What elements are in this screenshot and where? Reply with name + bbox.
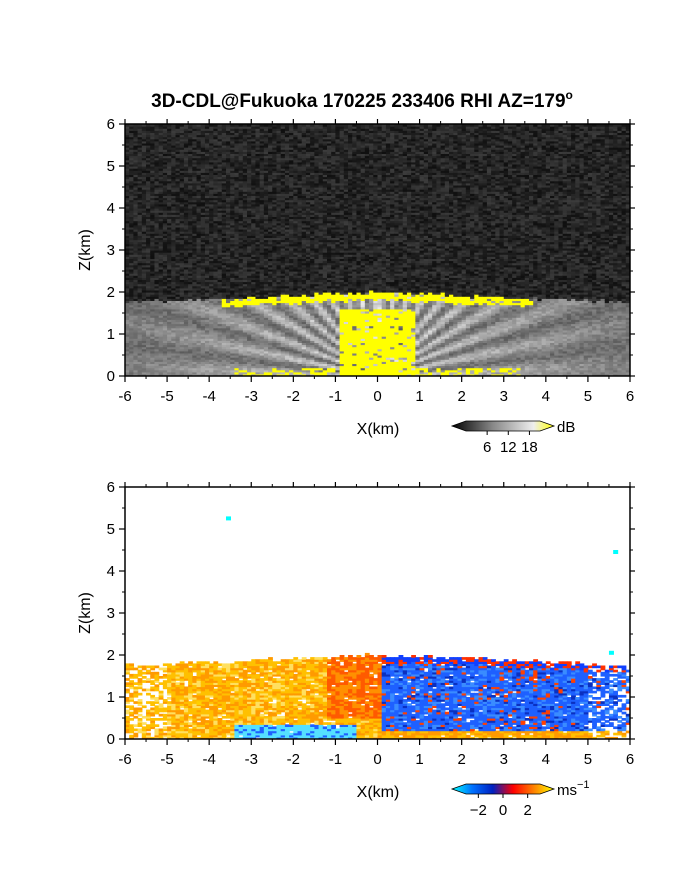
y-tick-label: 0 [107, 368, 115, 385]
y-tick-label: 4 [107, 200, 115, 217]
x-tick-label: 6 [626, 388, 634, 405]
colorbar-tick-label: 0 [499, 802, 507, 819]
colorbar-tick-label: 6 [483, 439, 491, 456]
y-tick-label: 3 [107, 242, 115, 259]
x-tick-label: -3 [245, 388, 258, 405]
colorbar-ticks: −2 0 2 [470, 794, 532, 819]
y-tick-label: 1 [107, 689, 115, 706]
colorbar-ticks: 6 12 18 [483, 431, 538, 456]
velocity-panel: -6 -5 -4 -3 -2 -1 0 1 2 3 4 5 6 0 1 2 3 4 5 6 X(km) Z(km) −… [77, 479, 635, 819]
x-tick-label: 2 [457, 751, 465, 768]
colorbar-unit: ms−1 [557, 779, 590, 799]
y-axis-label: Z(km) [77, 229, 94, 271]
x-tick-label: 5 [584, 388, 592, 405]
x-tick-label: 4 [542, 388, 550, 405]
axis-ticks: -6 -5 -4 -3 -2 -1 0 1 2 3 4 5 6 0 1 2 3 4 5 6 [107, 479, 635, 768]
y-tick-label: 3 [107, 605, 115, 622]
x-tick-label: -1 [329, 388, 342, 405]
y-tick-label: 5 [107, 158, 115, 175]
y-tick-label: 2 [107, 647, 115, 664]
y-tick-label: 5 [107, 521, 115, 538]
x-tick-label: -4 [202, 388, 215, 405]
y-tick-label: 0 [107, 731, 115, 748]
y-axis-label: Z(km) [77, 592, 94, 634]
velocity-colorbar: −2 0 2 ms−1 [450, 779, 590, 819]
colorbar-bar [450, 783, 556, 795]
chart-title: 3D-CDL@Fukuoka 170225 233406 RHI AZ=179o [151, 88, 573, 112]
y-tick-label: 6 [107, 116, 115, 133]
y-tick-label: 2 [107, 284, 115, 301]
x-tick-label: -1 [329, 751, 342, 768]
reflectivity-field [125, 124, 630, 376]
x-axis-label: X(km) [357, 784, 400, 801]
axis-ticks: -6 -5 -4 -3 -2 -1 0 1 2 3 4 5 6 0 1 2 3 4 5 6 [107, 116, 635, 405]
x-tick-label: 6 [626, 751, 634, 768]
colorbar-tick-label: 12 [500, 439, 517, 456]
x-tick-label: 4 [542, 751, 550, 768]
x-tick-label: -6 [118, 388, 131, 405]
y-tick-label: 6 [107, 479, 115, 496]
reflectivity-colorbar: 6 12 18 dB [450, 419, 575, 456]
colorbar-tick-label: 18 [521, 439, 538, 456]
x-tick-label: -2 [287, 388, 300, 405]
x-tick-label: -3 [245, 751, 258, 768]
x-tick-label: -2 [287, 751, 300, 768]
x-tick-label: -4 [202, 751, 215, 768]
x-tick-label: 0 [373, 388, 381, 405]
velocity-field [125, 516, 630, 739]
x-tick-label: -6 [118, 751, 131, 768]
x-tick-label: -5 [160, 388, 173, 405]
y-tick-label: 1 [107, 326, 115, 343]
colorbar-bar [450, 420, 556, 432]
x-tick-label: -5 [160, 751, 173, 768]
x-tick-label: 5 [584, 751, 592, 768]
x-tick-label: 0 [373, 751, 381, 768]
x-tick-label: 1 [415, 388, 423, 405]
x-tick-label: 3 [500, 388, 508, 405]
x-tick-label: 1 [415, 751, 423, 768]
x-axis-label: X(km) [357, 421, 400, 438]
colorbar-tick-label: −2 [470, 802, 487, 819]
colorbar-tick-label: 2 [523, 802, 531, 819]
x-tick-label: 2 [457, 388, 465, 405]
colorbar-unit: dB [557, 419, 575, 436]
y-tick-label: 4 [107, 563, 115, 580]
x-tick-label: 3 [500, 751, 508, 768]
